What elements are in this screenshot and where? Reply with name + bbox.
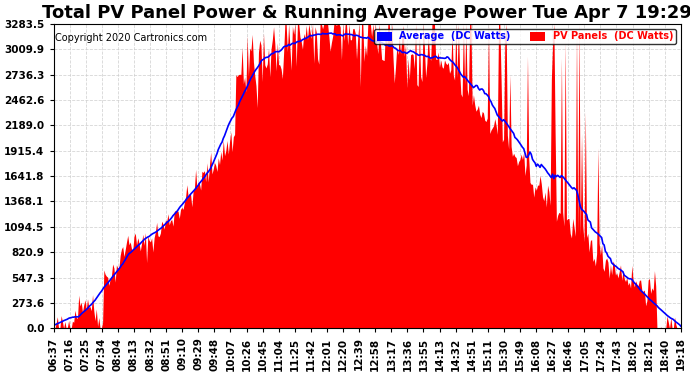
Legend: Average  (DC Watts), PV Panels  (DC Watts): Average (DC Watts), PV Panels (DC Watts): [374, 28, 676, 44]
Text: Copyright 2020 Cartronics.com: Copyright 2020 Cartronics.com: [55, 33, 207, 43]
Title: Total PV Panel Power & Running Average Power Tue Apr 7 19:29: Total PV Panel Power & Running Average P…: [42, 4, 690, 22]
